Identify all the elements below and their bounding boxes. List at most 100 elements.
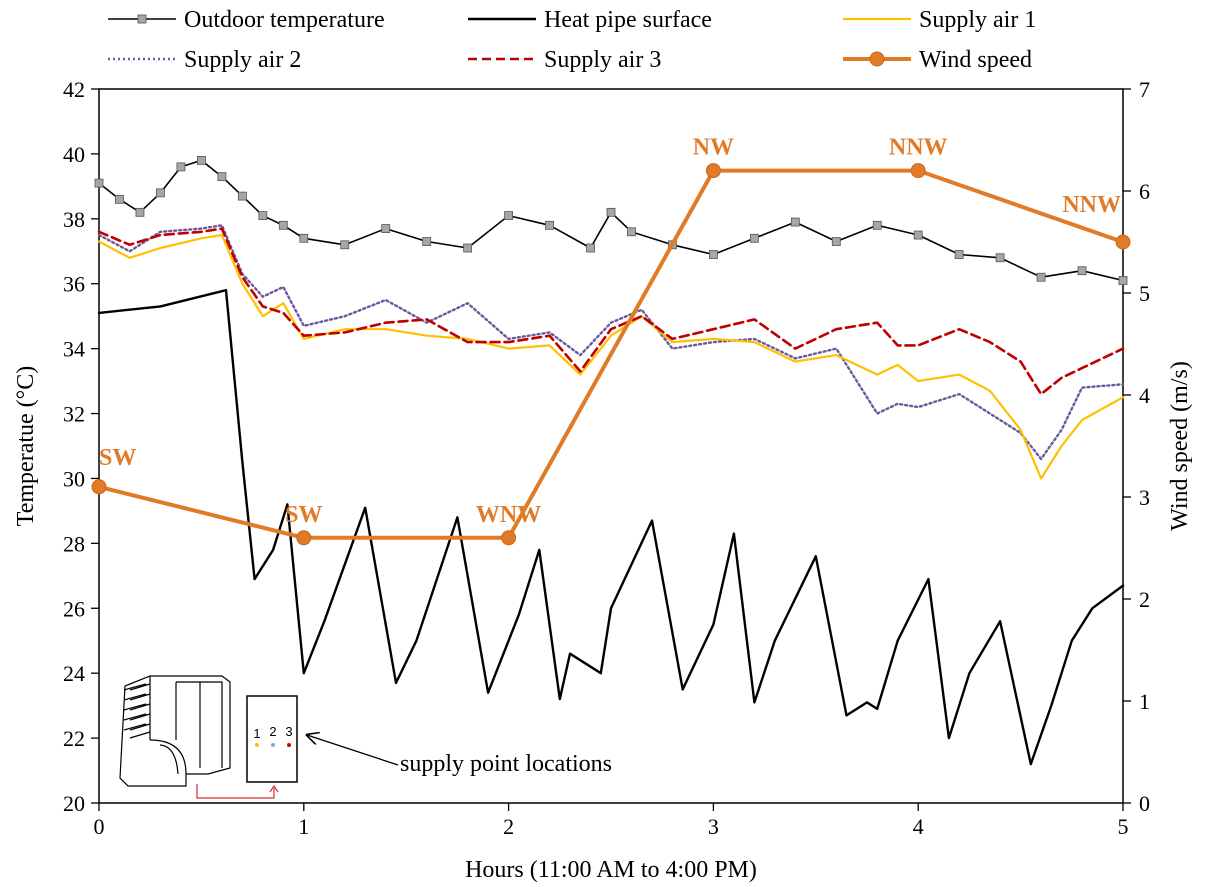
outdoor-temperature-point: [832, 238, 840, 246]
y-right-tick-label: 5: [1139, 281, 1150, 306]
outdoor-temperature-point: [505, 212, 513, 220]
wind-direction-label: WNW: [476, 502, 541, 528]
y-left-tick-label: 42: [63, 77, 85, 102]
outdoor-temperature-point: [464, 244, 472, 252]
x-tick-label: 0: [94, 814, 105, 839]
outdoor-temperature-point: [300, 234, 308, 242]
outdoor-temperature-point: [955, 251, 963, 259]
legend-item-supply-air-2: Supply air 2: [108, 47, 301, 73]
legend-marker: [870, 52, 884, 66]
supply-point-2: [271, 743, 275, 747]
series-heat-pipe-surface: [99, 290, 1123, 764]
wind-speed-point: [911, 164, 925, 178]
outdoor-temperature-point: [341, 241, 349, 249]
annotation-arrow: [307, 735, 398, 765]
outdoor-temperature-point: [238, 192, 246, 200]
x-tick-label: 1: [298, 814, 309, 839]
legend-label: Supply air 2: [184, 47, 301, 73]
series-layer: SW SW WNW NW NNW NNW: [92, 135, 1130, 765]
legend-marker: [138, 15, 146, 23]
outdoor-temperature-point: [1078, 267, 1086, 275]
series-line-outdoor-temperature: [99, 160, 1123, 280]
y-right-tick-label: 4: [1139, 383, 1150, 408]
wind-direction-label: SW: [99, 445, 136, 471]
y-right-tick-label: 3: [1139, 485, 1150, 510]
wind-speed-point: [92, 480, 106, 494]
legend-item-supply-air-3: Supply air 3: [468, 47, 661, 73]
location-connector: [197, 784, 274, 798]
y-left-tick-label: 34: [63, 337, 85, 362]
wind-direction-label: NW: [693, 135, 734, 161]
outdoor-temperature-point: [95, 179, 103, 187]
outdoor-temperature-point: [750, 234, 758, 242]
y-left-tick-label: 38: [63, 207, 85, 232]
right-axis-ticks: 01234567: [1123, 77, 1150, 816]
x-tick-label: 5: [1118, 814, 1129, 839]
series-line-supply-air-2: [99, 225, 1123, 459]
inset-number-2: 2: [269, 724, 276, 739]
x-tick-label: 2: [503, 814, 514, 839]
legend-item-supply-air-1: Supply air 1: [843, 7, 1036, 33]
outdoor-temperature-point: [259, 212, 267, 220]
y-left-tick-label: 40: [63, 142, 85, 167]
x-axis-title: Hours (11:00 AM to 4:00 PM): [465, 857, 757, 883]
left-axis-ticks: 20 22 24 26 28 30 32 34 36 38 40 42: [63, 77, 99, 816]
outdoor-temperature-point: [382, 225, 390, 233]
unit-sketch: [120, 676, 230, 786]
y-left-tick-label: 32: [63, 402, 85, 427]
outdoor-temperature-point: [279, 221, 287, 229]
wind-direction-label: NNW: [889, 135, 948, 161]
inset-number-1: 1: [253, 726, 260, 741]
series-line-heat-pipe-surface: [99, 290, 1123, 764]
y-right-tick-label: 2: [1139, 587, 1150, 612]
wind-speed-point: [706, 164, 720, 178]
right-axis-title: Wind speed (m/s): [1167, 361, 1193, 531]
legend-item-wind-speed: Wind speed: [843, 47, 1032, 73]
series-line-wind-speed: [99, 171, 1123, 538]
series-outdoor-temperature: [95, 156, 1127, 284]
y-left-tick-label: 26: [63, 596, 85, 621]
outdoor-temperature-point: [587, 244, 595, 252]
legend-label: Supply air 1: [919, 7, 1036, 33]
wind-direction-label: NNW: [1062, 192, 1121, 218]
y-right-tick-label: 1: [1139, 689, 1150, 714]
wind-speed-point: [502, 531, 516, 545]
outdoor-temperature-point: [177, 163, 185, 171]
outdoor-temperature-point: [423, 238, 431, 246]
series-supply-air-2: [99, 225, 1123, 459]
outdoor-temperature-point: [1119, 276, 1127, 284]
outdoor-temperature-point: [996, 254, 1004, 262]
y-left-tick-label: 20: [63, 791, 85, 816]
y-right-tick-label: 6: [1139, 179, 1150, 204]
outdoor-temperature-point: [607, 208, 615, 216]
y-left-tick-label: 22: [63, 726, 85, 751]
legend-label: Heat pipe surface: [544, 7, 712, 33]
outdoor-temperature-point: [791, 218, 799, 226]
outdoor-temperature-point: [627, 228, 635, 236]
outdoor-temperature-point: [197, 156, 205, 164]
legend: Outdoor temperature Heat pipe surface Supp…: [108, 7, 1036, 73]
x-tick-label: 3: [708, 814, 719, 839]
outdoor-temperature-point: [914, 231, 922, 239]
y-left-tick-label: 36: [63, 272, 85, 297]
series-supply-air-3: [99, 229, 1123, 395]
outdoor-temperature-point: [218, 173, 226, 181]
legend-label: Supply air 3: [544, 47, 661, 73]
wind-speed-point: [1116, 235, 1130, 249]
annotation-text: supply point locations: [400, 751, 612, 777]
supply-point-1: [255, 743, 259, 747]
legend-label: Wind speed: [919, 47, 1032, 73]
series-line-supply-air-3: [99, 229, 1123, 395]
x-axis-ticks: 0 1 2 3 4 5: [94, 803, 1129, 839]
y-left-tick-label: 30: [63, 466, 85, 491]
outdoor-temperature-point: [115, 195, 123, 203]
inset-number-3: 3: [285, 724, 292, 739]
outdoor-temperature-point: [709, 251, 717, 259]
legend-label: Outdoor temperature: [184, 7, 385, 33]
supply-point-3: [287, 743, 291, 747]
outdoor-temperature-point: [873, 221, 881, 229]
wind-direction-label: SW: [285, 502, 322, 528]
legend-item-outdoor-temperature: Outdoor temperature: [108, 7, 385, 33]
y-right-tick-label: 7: [1139, 77, 1150, 102]
